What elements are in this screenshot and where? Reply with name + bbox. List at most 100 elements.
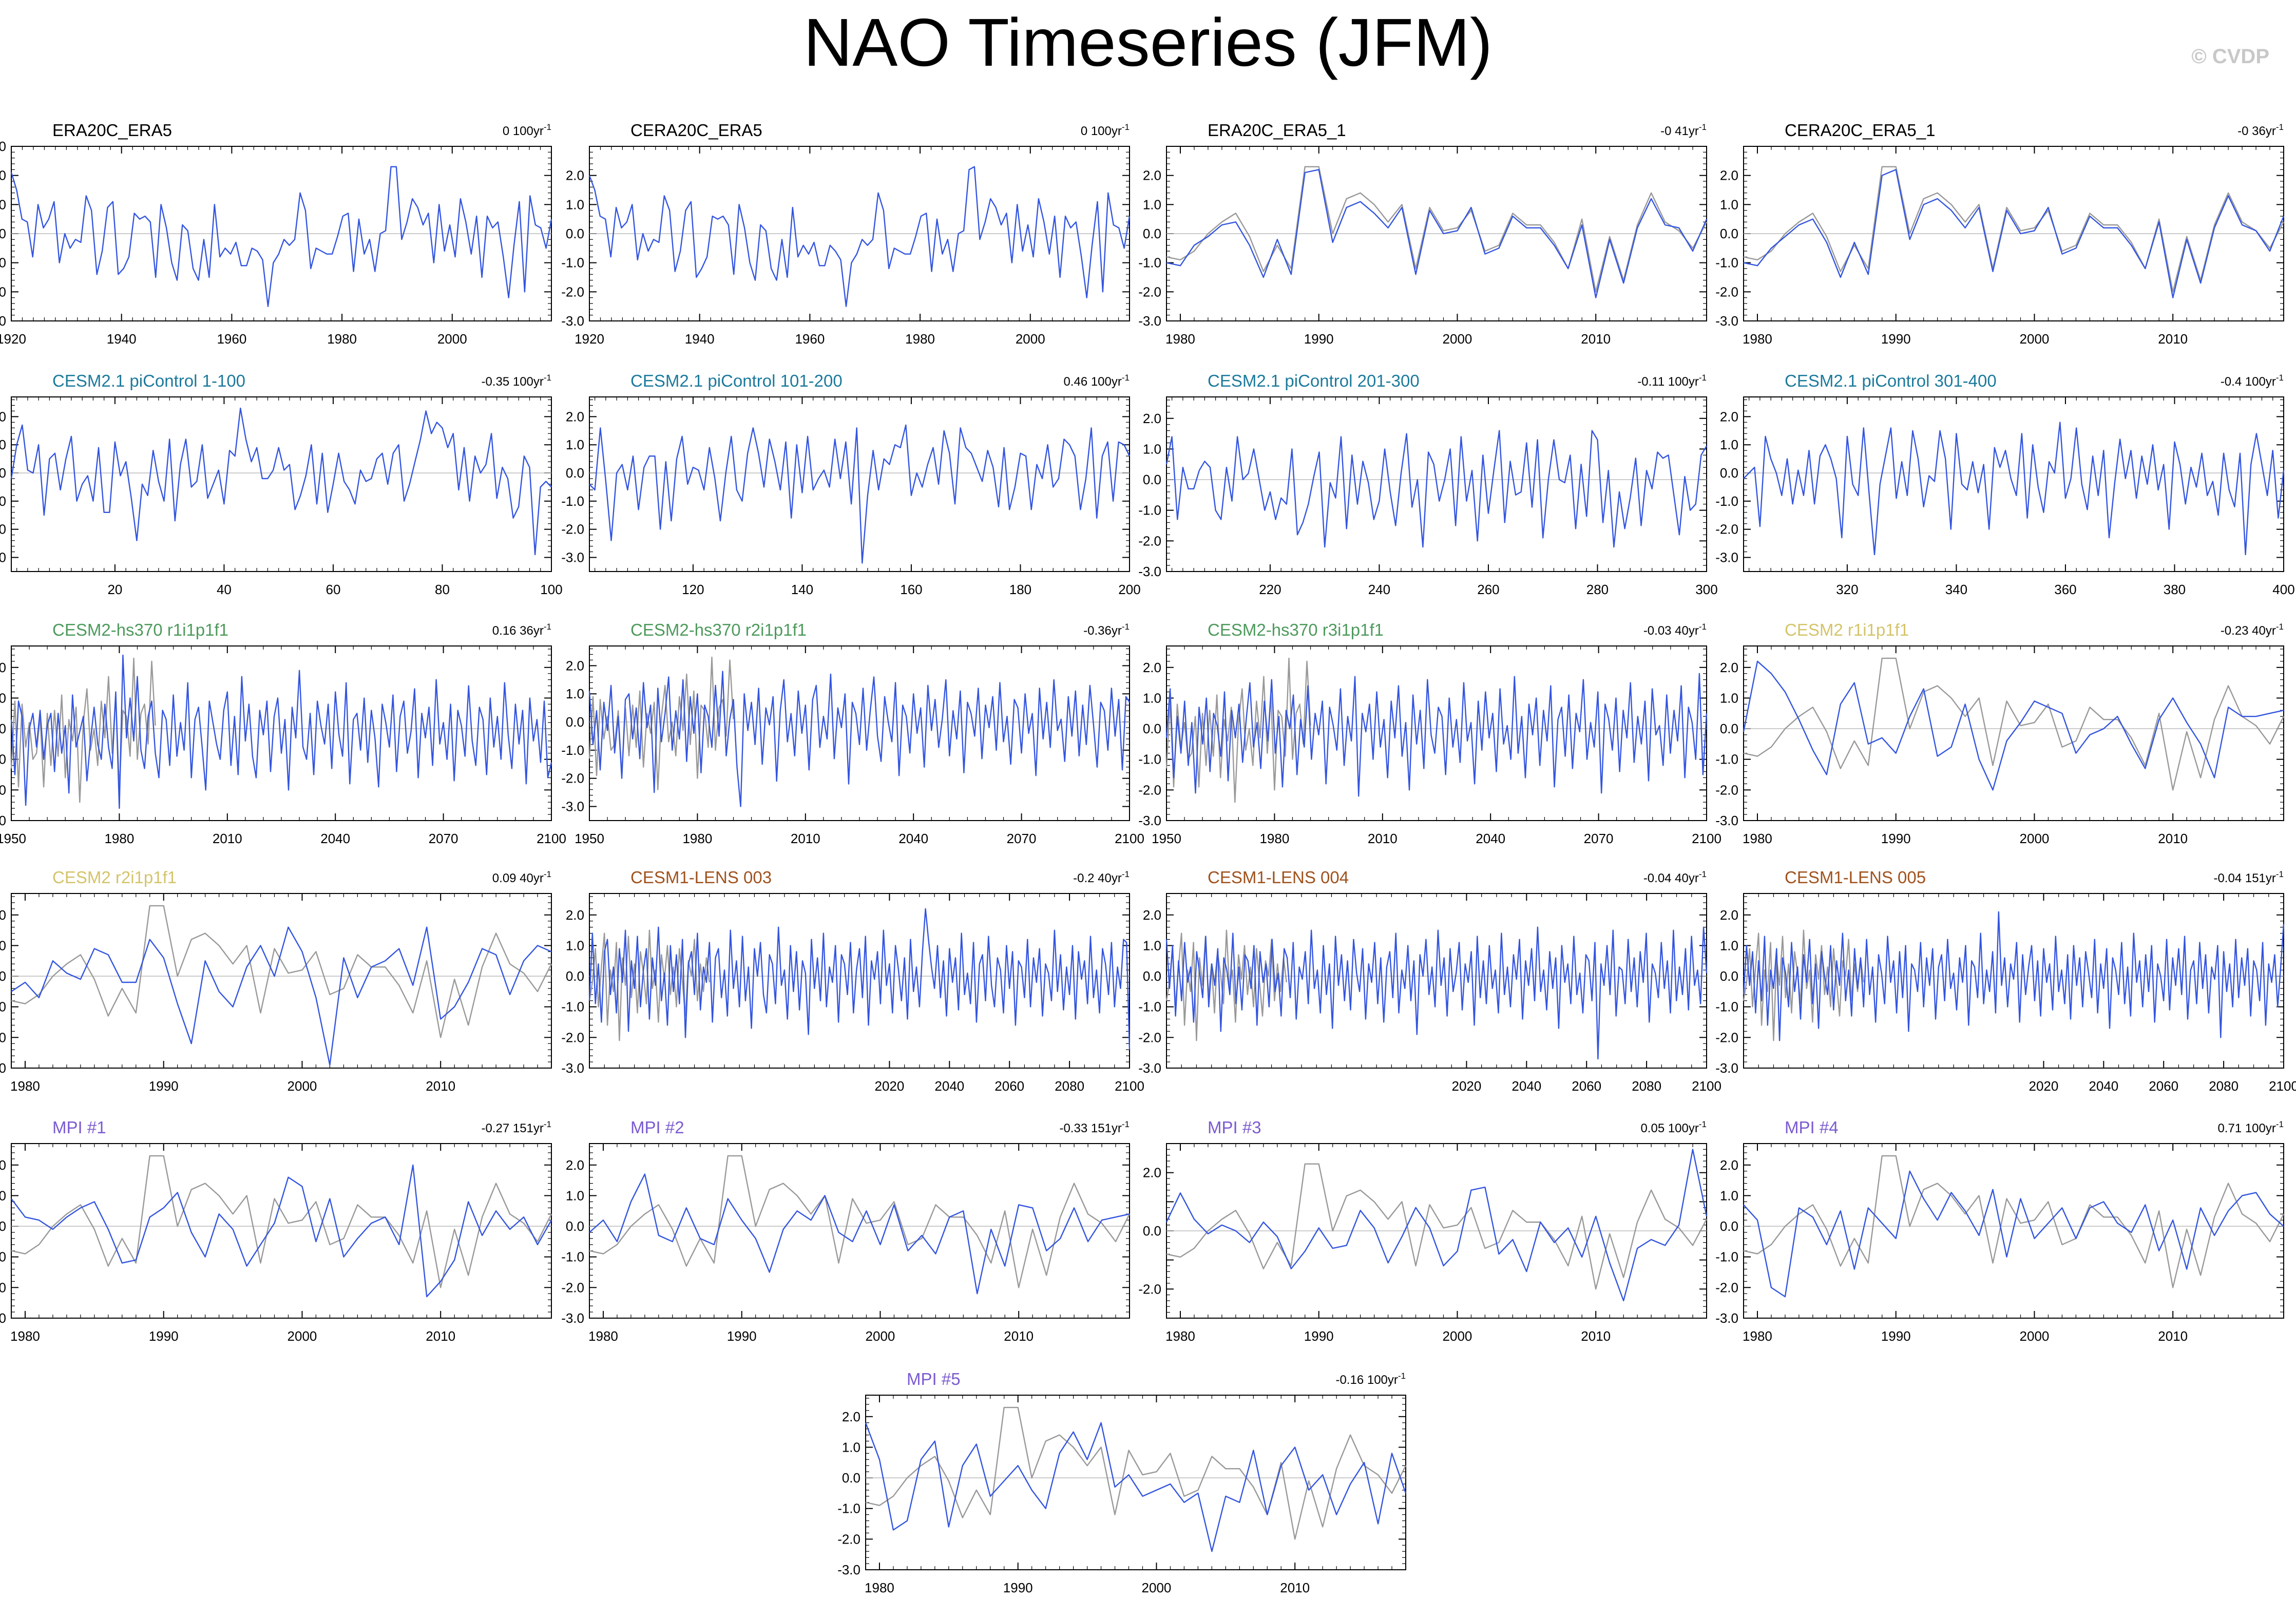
- y-tick-label: 2.0: [0, 660, 6, 675]
- x-tick-label: 1950: [1152, 831, 1181, 846]
- x-tick-label: 2080: [2209, 1078, 2238, 1094]
- chart-panel: CESM2.1 piControl 201-300 -0.11 100yr-1 2.…: [1138, 371, 1718, 597]
- x-tick-label: 2070: [429, 831, 458, 846]
- x-tick-label: 1980: [682, 831, 712, 846]
- x-tick-label: 2010: [1368, 831, 1398, 846]
- y-tick-label: 1.0: [1143, 690, 1161, 706]
- reference-series-line: [1165, 657, 1311, 803]
- x-tick-label: 2010: [2158, 831, 2188, 846]
- panel-title: MPI #4: [1785, 1118, 1839, 1137]
- x-tick-label: 1990: [1881, 1328, 1911, 1344]
- chart-panel: MPI #5 -0.16 100yr-1 2.0 1.0 0.0 -1.0 -2.0 -3.0…: [837, 1369, 1407, 1595]
- chart-panel: CESM2 r2i1p1f1 0.09 40yr-1 2.0 1.0 0.0 -1.0 -2…: [0, 868, 552, 1094]
- y-tick-label: 1.0: [1720, 938, 1738, 953]
- y-tick-label: 0.0: [0, 1219, 6, 1234]
- y-tick-label: 0.0: [566, 714, 584, 730]
- x-tick-label: 140: [791, 582, 813, 597]
- y-tick-label: -1.0: [1715, 999, 1738, 1015]
- y-tick-label: -2.0: [0, 522, 6, 537]
- y-tick-label: 2.0: [566, 1157, 584, 1173]
- panel-title: CESM2-hs370 r3i1p1f1: [1208, 620, 1384, 639]
- x-tick-label: 1980: [10, 1328, 40, 1344]
- trend-label: 0.05 100yr-1: [1640, 1119, 1707, 1135]
- x-tick-label: 1990: [1881, 831, 1911, 846]
- panel-title: CESM2 r1i1p1f1: [1785, 620, 1909, 639]
- chart-panel: ERA20C_ERA5_1 -0 41yr-1 2.0 1.0 0.0 -1.0 -2.0 -…: [1138, 121, 1708, 347]
- x-tick-label: 180: [1009, 582, 1031, 597]
- x-tick-label: 1990: [1003, 1580, 1033, 1595]
- panel-title: CERA20C_ERA5_1: [1785, 121, 1936, 140]
- y-tick-label: -3.0: [1715, 813, 1738, 828]
- x-tick-label: 1980: [588, 1328, 618, 1344]
- x-tick-label: 2040: [898, 831, 928, 846]
- y-tick-label: 1.0: [1143, 197, 1161, 212]
- x-tick-label: 80: [435, 582, 450, 597]
- y-tick-label: 0.0: [1720, 968, 1738, 984]
- y-tick-label: 1.0: [842, 1439, 860, 1455]
- y-tick-label: 2.0: [566, 409, 584, 424]
- y-tick-label: -2.0: [1138, 284, 1161, 299]
- x-tick-label: 2040: [1511, 1078, 1541, 1094]
- trend-label: -0.03 40yr-1: [1643, 622, 1707, 638]
- model-series-line: [11, 1164, 552, 1298]
- model-series-line: [1165, 673, 1708, 797]
- y-tick-label: -1.0: [1715, 255, 1738, 271]
- chart-panel: CESM2-hs370 r3i1p1f1 -0.03 40yr-1 2.0 1.0 0.…: [1138, 620, 1721, 846]
- x-tick-label: 2070: [1584, 831, 1614, 846]
- reference-series-line: [1743, 1155, 2285, 1288]
- y-tick-label: -2.0: [1715, 1280, 1738, 1295]
- y-tick-label: -1.0: [0, 493, 6, 509]
- x-tick-label: 2060: [994, 1078, 1024, 1094]
- plot-frame: [1166, 396, 1707, 572]
- y-tick-label: 0.0: [0, 721, 6, 736]
- x-tick-label: 200: [1118, 582, 1140, 597]
- reference-series-line: [588, 929, 710, 1041]
- reference-series-line: [1743, 166, 2285, 293]
- x-tick-label: 380: [2164, 582, 2186, 597]
- trend-label: -0 41yr-1: [1660, 122, 1707, 138]
- x-tick-label: 1980: [1165, 331, 1195, 347]
- x-tick-label: 2000: [1443, 331, 1472, 347]
- plot-frame: [1743, 1143, 2284, 1319]
- model-series-line: [1166, 169, 1708, 298]
- x-tick-label: 320: [1836, 582, 1858, 597]
- cvdp-credit: © CVDP: [2191, 45, 2269, 68]
- y-tick-label: -3.0: [1138, 313, 1161, 329]
- panel-title: MPI #2: [630, 1118, 684, 1137]
- y-tick-label: 1.0: [1720, 690, 1738, 706]
- chart-panel: CESM1-LENS 004 -0.04 40yr-1 2.0 1.0 0.0 -1.0 -…: [1138, 868, 1721, 1094]
- chart-panel: CESM2.1 piControl 1-100 -0.35 100yr-1 2.0 1…: [0, 371, 563, 597]
- y-tick-label: 2.0: [1143, 411, 1161, 426]
- chart-panel: CESM2-hs370 r1i1p1f1 0.16 36yr-1 2.0 1.0 0.0…: [0, 620, 566, 846]
- x-tick-label: 2010: [1004, 1328, 1034, 1344]
- plot-frame: [589, 1143, 1130, 1319]
- x-tick-label: 2010: [426, 1078, 455, 1094]
- x-tick-label: 2010: [1581, 331, 1611, 347]
- y-tick-label: -2.0: [561, 284, 584, 299]
- y-tick-label: -1.0: [561, 999, 584, 1015]
- x-tick-label: 1980: [10, 1078, 40, 1094]
- x-tick-label: 2100: [1115, 831, 1144, 846]
- x-tick-label: 2000: [288, 1078, 317, 1094]
- y-tick-label: -1.0: [561, 255, 584, 271]
- trend-label: 0.16 36yr-1: [492, 622, 551, 638]
- reference-series-line: [1743, 657, 2285, 791]
- y-tick-label: 0.0: [566, 465, 584, 481]
- reference-series-line: [588, 656, 734, 790]
- y-tick-label: -2.0: [837, 1531, 860, 1547]
- model-series-line: [589, 1173, 1130, 1295]
- model-series-line: [865, 1422, 1407, 1552]
- y-tick-label: 1.0: [566, 437, 584, 452]
- plot-frame: [11, 396, 552, 572]
- y-tick-label: 1.0: [1143, 938, 1161, 953]
- trend-label: 0.71 100yr-1: [2217, 1119, 2284, 1135]
- y-tick-label: 2.0: [0, 168, 6, 183]
- y-tick-label: 0.0: [1720, 721, 1738, 736]
- y-tick-label: 2.0: [842, 1409, 860, 1424]
- x-tick-label: 360: [2054, 582, 2076, 597]
- y-tick-label: -1.0: [0, 1249, 6, 1265]
- x-tick-label: 2040: [1476, 831, 1505, 846]
- y-tick-label: -2.0: [0, 284, 6, 299]
- x-tick-label: 2010: [2158, 331, 2188, 347]
- trend-label: -0.04 40yr-1: [1643, 869, 1707, 885]
